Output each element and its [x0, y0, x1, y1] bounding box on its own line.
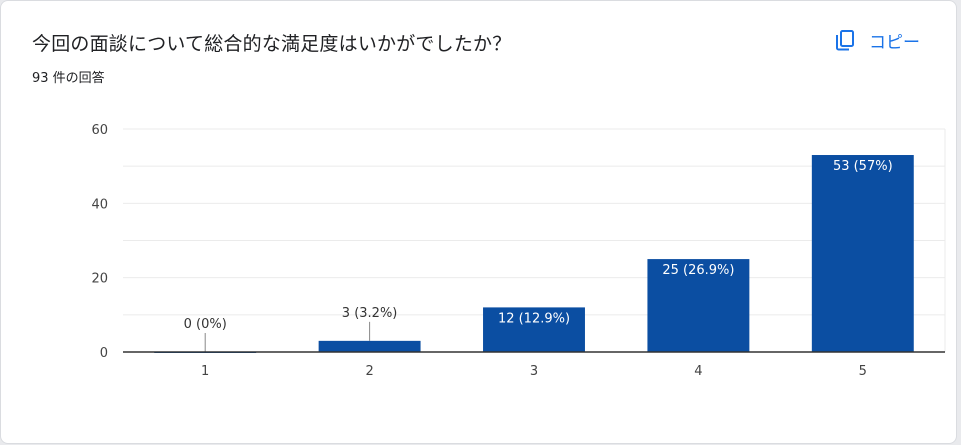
- bar: [647, 259, 750, 352]
- bar: [318, 340, 421, 352]
- x-tick-label: 5: [859, 364, 867, 379]
- bar: [483, 307, 585, 352]
- y-tick-label: 0: [100, 346, 108, 361]
- y-tick-label: 40: [91, 197, 108, 212]
- data-label: 25 (26.9%): [662, 263, 734, 278]
- x-tick-label: 3: [530, 364, 538, 379]
- x-tick-label: 1: [201, 364, 209, 379]
- y-tick-label: 60: [91, 123, 108, 138]
- bar: [811, 155, 914, 352]
- response-count: 93 件の回答: [32, 71, 105, 86]
- x-tick-label: 2: [365, 364, 373, 379]
- data-label: 3 (3.2%): [342, 306, 398, 321]
- data-label: 0 (0%): [184, 317, 227, 332]
- y-tick-label: 20: [91, 272, 108, 287]
- data-label: 12 (12.9%): [498, 311, 570, 326]
- question-title: 今回の面談について総合的な満足度はいかがでしたか？: [32, 33, 512, 55]
- copy-icon: [836, 30, 854, 51]
- x-tick-label: 4: [694, 364, 702, 379]
- copy-button[interactable]: コピー: [833, 23, 920, 57]
- copy-button-label: コピー: [869, 32, 920, 53]
- data-label: 53 (57%): [833, 159, 893, 174]
